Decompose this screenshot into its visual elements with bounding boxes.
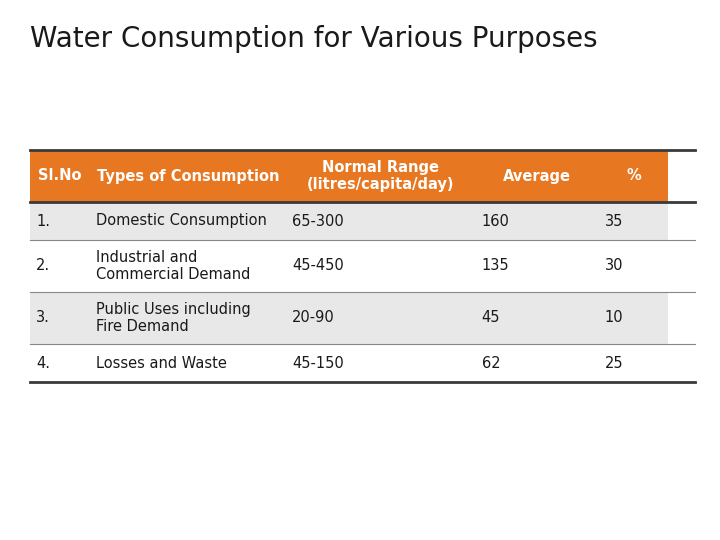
Bar — [30, 150, 90, 202]
Bar — [286, 202, 475, 240]
Text: 35: 35 — [605, 213, 623, 228]
Text: Water Consumption for Various Purposes: Water Consumption for Various Purposes — [30, 25, 598, 53]
Bar — [30, 344, 90, 382]
Bar — [90, 202, 286, 240]
Bar — [598, 202, 668, 240]
Bar — [30, 292, 90, 344]
Bar — [90, 240, 286, 292]
Text: 2.: 2. — [36, 259, 50, 273]
Text: Public Uses including
Fire Demand: Public Uses including Fire Demand — [96, 302, 251, 334]
Bar — [90, 344, 286, 382]
Bar — [475, 292, 598, 344]
Bar — [90, 150, 286, 202]
Text: Types of Consumption: Types of Consumption — [96, 168, 279, 184]
Bar — [598, 240, 668, 292]
Text: 30: 30 — [605, 259, 623, 273]
Text: 3.: 3. — [36, 310, 50, 326]
Bar — [286, 344, 475, 382]
Bar — [598, 150, 668, 202]
Text: Normal Range
(litres/capita/day): Normal Range (litres/capita/day) — [307, 160, 454, 192]
Bar — [286, 150, 475, 202]
Text: 1.: 1. — [36, 213, 50, 228]
Text: %: % — [626, 168, 641, 184]
Text: 160: 160 — [482, 213, 510, 228]
Bar — [598, 292, 668, 344]
Text: 4.: 4. — [36, 355, 50, 370]
Bar — [475, 202, 598, 240]
Text: 45-150: 45-150 — [292, 355, 343, 370]
Bar — [286, 240, 475, 292]
Bar — [475, 240, 598, 292]
Bar — [598, 344, 668, 382]
Bar — [90, 292, 286, 344]
Bar — [475, 344, 598, 382]
Text: 65-300: 65-300 — [292, 213, 343, 228]
Text: 45-450: 45-450 — [292, 259, 343, 273]
Text: 20-90: 20-90 — [292, 310, 335, 326]
Text: 135: 135 — [482, 259, 509, 273]
Text: 10: 10 — [605, 310, 624, 326]
Text: Industrial and
Commercial Demand: Industrial and Commercial Demand — [96, 250, 251, 282]
Text: 62: 62 — [482, 355, 500, 370]
Text: 25: 25 — [605, 355, 624, 370]
Bar — [30, 240, 90, 292]
Bar — [286, 292, 475, 344]
Text: Losses and Waste: Losses and Waste — [96, 355, 227, 370]
Text: Sl.No: Sl.No — [38, 168, 81, 184]
Bar — [475, 150, 598, 202]
Text: 45: 45 — [482, 310, 500, 326]
Text: Domestic Consumption: Domestic Consumption — [96, 213, 266, 228]
Text: Average: Average — [503, 168, 571, 184]
Bar — [30, 202, 90, 240]
